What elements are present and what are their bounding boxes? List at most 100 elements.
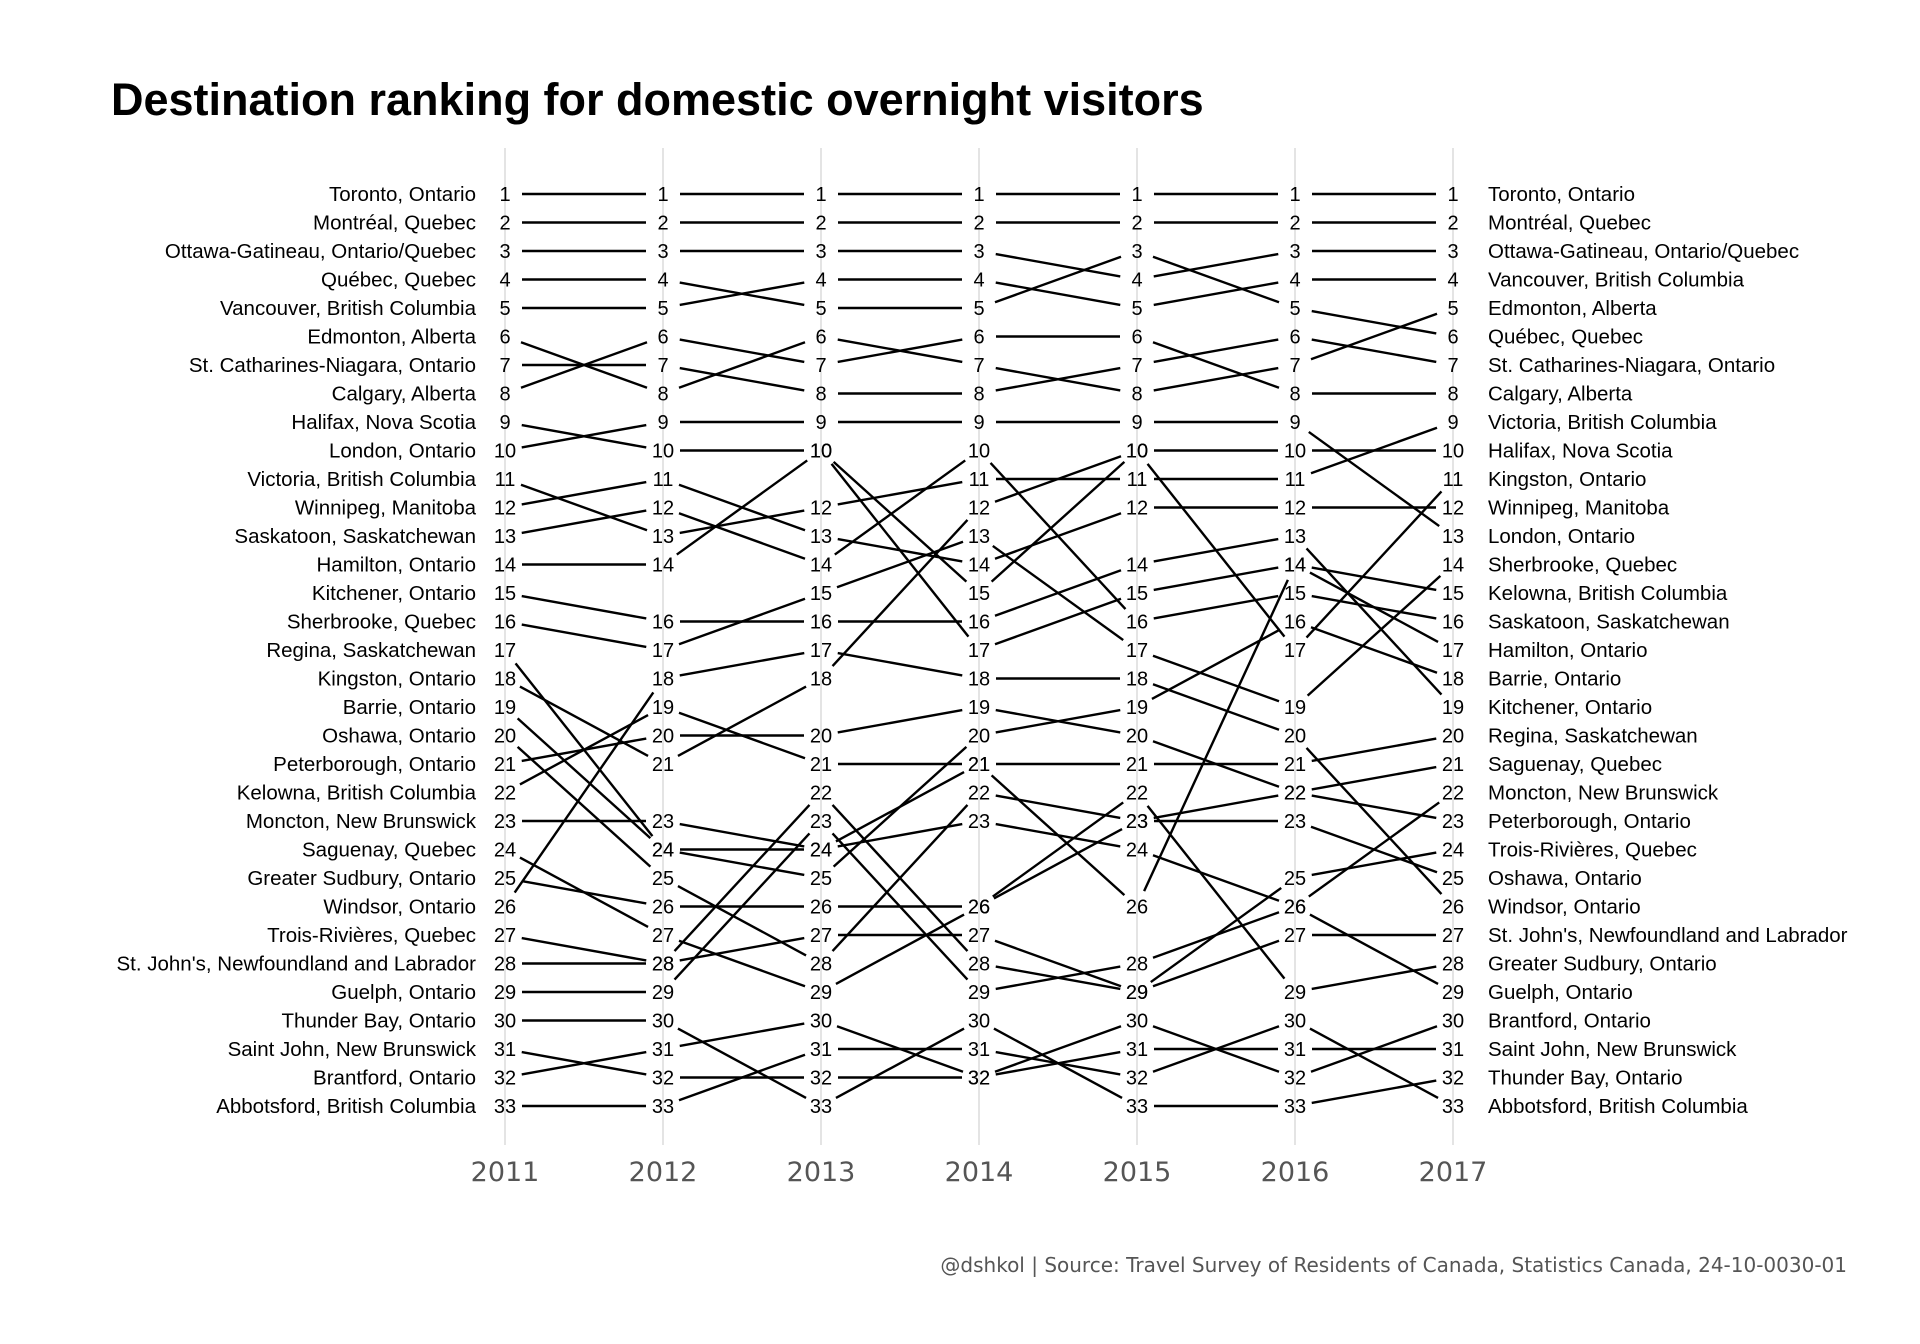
rank-number: 1	[657, 184, 668, 206]
series-line-11-segment-0	[521, 480, 647, 506]
rank-number: 29	[652, 982, 674, 1004]
series-line-22-segment-2	[837, 822, 963, 848]
series-line-13-segment-4	[1153, 566, 1279, 592]
right-city-labels: Toronto, Ontario Montréal, Quebec Ottawa-G…	[1488, 183, 1848, 1118]
series-line-20-segment-4	[1152, 740, 1280, 788]
rank-number: 17	[494, 640, 516, 662]
right-city-label: Kitchener, Ontario	[1488, 696, 1652, 719]
rank-number: 26	[968, 897, 990, 919]
rank-number: 17	[968, 640, 990, 662]
rank-number: 32	[1126, 1068, 1148, 1090]
series-line-27-segment-4	[1152, 939, 1280, 988]
rank-number: 6	[1131, 327, 1142, 349]
right-city-label: Victoria, British Columbia	[1488, 411, 1717, 434]
rank-number: 4	[657, 270, 668, 292]
rank-number: 22	[1284, 783, 1306, 805]
left-city-label: Edmonton, Alberta	[307, 326, 476, 349]
x-tick-label: 2015	[1103, 1157, 1172, 1188]
series-line-3-segment-3	[994, 255, 1122, 304]
rank-number: 3	[657, 241, 668, 263]
right-city-label: Peterborough, Ontario	[1488, 810, 1691, 833]
rank-number: 20	[810, 726, 832, 748]
rank-number: 14	[494, 555, 516, 577]
rank-number: 7	[815, 355, 826, 377]
rank-number: 1	[973, 184, 984, 206]
rank-number: 13	[810, 526, 832, 548]
right-city-label: Kingston, Ontario	[1488, 468, 1646, 491]
series-line-15-segment-0	[521, 623, 647, 649]
rank-number: 32	[1442, 1068, 1464, 1090]
series-line-6-segment-4	[1153, 338, 1279, 364]
series-line-14-segment-5	[1305, 547, 1443, 696]
rank-number: 6	[1447, 327, 1458, 349]
series-line-23-segment-2	[835, 913, 965, 985]
rank-number: 16	[968, 612, 990, 634]
rank-number: 29	[1284, 982, 1306, 1004]
series-line-17-segment-0	[519, 685, 649, 757]
rank-number: 10	[1442, 441, 1464, 463]
rank-number: 23	[968, 811, 990, 833]
rank-number: 30	[1442, 1011, 1464, 1033]
rank-number: 26	[1284, 897, 1306, 919]
right-city-label: Abbotsford, British Columbia	[1488, 1095, 1748, 1118]
series-line-6-segment-3	[995, 366, 1121, 392]
rank-number: 31	[494, 1039, 516, 1061]
rank-number: 1	[815, 184, 826, 206]
series-line-22-segment-4	[1152, 854, 1280, 902]
rank-number: 26	[494, 897, 516, 919]
rank-number: 25	[1284, 868, 1306, 890]
rank-number: 25	[652, 868, 674, 890]
rank-number: 27	[494, 925, 516, 947]
series-line-8-segment-2	[832, 460, 968, 583]
chart-title: Destination ranking for domestic overnig…	[111, 74, 1204, 125]
rank-number: 28	[652, 954, 674, 976]
series-line-23-segment-5	[1311, 765, 1437, 791]
rank-number: 5	[657, 298, 668, 320]
series-line-32-segment-4	[1152, 1025, 1280, 1073]
series-line-6-segment-1	[679, 366, 805, 392]
rank-number: 19	[1126, 697, 1148, 719]
right-city-label: St. Catharines-Niagara, Ontario	[1488, 354, 1775, 377]
rank-number: 27	[968, 925, 990, 947]
series-line-32-segment-1	[678, 1053, 806, 1102]
rank-number: 24	[494, 840, 516, 862]
rank-number: 28	[1442, 954, 1464, 976]
rank-number: 17	[1284, 640, 1306, 662]
rank-number: 32	[652, 1068, 674, 1090]
left-city-label: Oshawa, Ontario	[322, 725, 476, 748]
series-line-22-segment-5	[1308, 801, 1440, 898]
left-city-label: Saint John, New Brunswick	[228, 1038, 477, 1061]
rank-number: 10	[810, 441, 832, 463]
rank-number: 14	[1284, 555, 1306, 577]
series-line-25-segment-0	[513, 691, 655, 894]
rank-number: 4	[1447, 270, 1458, 292]
series-line-2-segment-4	[1153, 252, 1279, 278]
left-city-label: Winnipeg, Manitoba	[295, 497, 477, 520]
rank-number: 7	[657, 355, 668, 377]
rank-number: 5	[1447, 298, 1458, 320]
rank-number: 2	[499, 213, 510, 235]
rank-number: 17	[810, 640, 832, 662]
rank-number: 3	[1289, 241, 1300, 263]
right-city-label: Barrie, Ontario	[1488, 668, 1621, 691]
x-tick-label: 2014	[945, 1157, 1014, 1188]
series-line-17-segment-1	[677, 685, 807, 757]
rank-number: 14	[1284, 555, 1306, 577]
right-city-label: Edmonton, Alberta	[1488, 297, 1657, 320]
rank-number: 5	[1289, 298, 1300, 320]
rank-number: 20	[1442, 726, 1464, 748]
rank-number: 31	[968, 1039, 990, 1061]
rank-number: 11	[1443, 469, 1464, 491]
series-line-18-segment-0	[516, 717, 652, 840]
rank-number: 6	[499, 327, 510, 349]
right-city-label: Saint John, New Brunswick	[1488, 1038, 1737, 1061]
series-line-19-segment-3	[995, 794, 1121, 820]
series-line-18-segment-5	[1310, 626, 1438, 674]
rank-number: 7	[973, 355, 984, 377]
rank-number: 28	[1126, 954, 1148, 976]
series-line-21-segment-0	[519, 714, 649, 786]
rank-number: 25	[494, 868, 516, 890]
rank-number: 1	[499, 184, 510, 206]
rank-number: 12	[968, 498, 990, 520]
rank-number: 18	[494, 669, 516, 691]
